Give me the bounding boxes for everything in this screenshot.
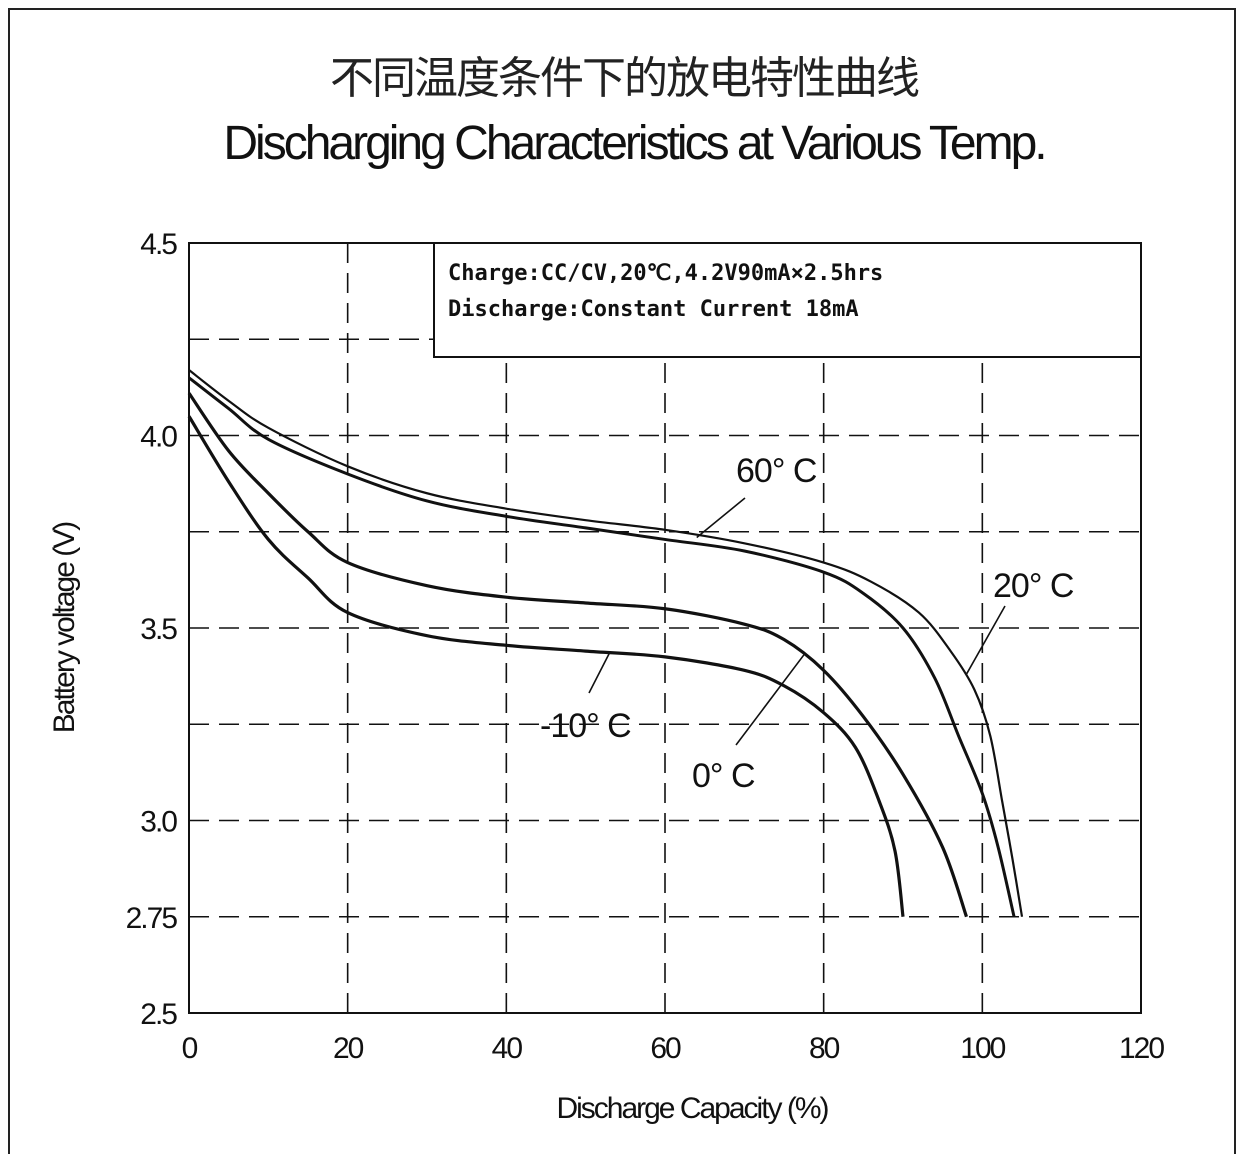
y-tick-label: 3.0 [140, 806, 177, 839]
ticks: 0 20 40 60 80 100 120 4.5 4.0 3.5 3.0 2.75 2.5 [126, 228, 1167, 1065]
legend-note-box [433, 242, 1142, 358]
series-line-4 [187, 415, 905, 917]
chart-title-english: Discharging Characteristics at Various T… [223, 117, 1047, 170]
x-axis-label: Discharge Capacity (%) [556, 1092, 828, 1125]
x-tick-label: 20 [333, 1032, 364, 1065]
curve-label: 60° C [736, 452, 817, 490]
y-tick-label: 2.75 [126, 902, 178, 935]
x-tick-label: 40 [492, 1032, 523, 1065]
x-tick-label: 100 [960, 1032, 1005, 1065]
x-tick-label: 60 [650, 1032, 681, 1065]
chart-title-chinese: 不同温度条件下的放电特性曲线 [330, 53, 920, 104]
series-line-2 [188, 376, 1016, 918]
leader-line [965, 605, 1006, 675]
charge-note: Charge:CC/CV,20℃,4.2V90mA×2.5hrs [448, 261, 883, 286]
x-tick-label: 120 [1119, 1032, 1164, 1065]
grid [189, 243, 1141, 1013]
y-tick-label: 3.5 [140, 613, 177, 646]
plot-area-border [188, 242, 1142, 1014]
curve-label: 0° C [692, 757, 755, 795]
y-tick-label: 2.5 [140, 998, 177, 1031]
y-axis-label: Battery voltage (V) [48, 522, 81, 733]
x-tick-label: 80 [809, 1032, 840, 1065]
leader-line [696, 497, 746, 539]
curves [187, 369, 1024, 918]
leader-line [735, 654, 805, 746]
series-line-3 [187, 392, 968, 918]
x-tick-label: 0 [182, 1032, 198, 1065]
legend-note: Charge:CC/CV,20℃,4.2V90mA×2.5hrs Dischar… [433, 242, 1142, 358]
y-tick-label: 4.0 [140, 421, 177, 454]
curve-label: -10° C [540, 707, 631, 745]
curve-labels: 60° C 20° C 0° C -10° C [540, 452, 1075, 795]
discharge-note: Discharge:Constant Current 18mA [448, 297, 859, 322]
chart-frame [8, 8, 1236, 1154]
series-line-1 [188, 369, 1024, 917]
y-tick-label: 4.5 [140, 228, 177, 261]
curve-label: 20° C [993, 567, 1074, 605]
leader-line [588, 652, 611, 694]
